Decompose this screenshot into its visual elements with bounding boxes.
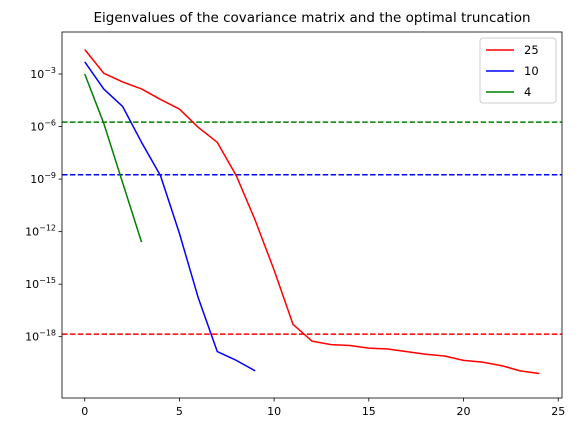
legend: 25 10 4 [479, 37, 557, 104]
plot-frame [61, 31, 563, 399]
x-tick-label: 0 [81, 405, 88, 418]
x-tick-label: 5 [176, 405, 183, 418]
y-tick-label: 10−9 [30, 171, 56, 186]
legend-label-25: 25 [524, 43, 539, 57]
x-tick-label: 10 [267, 405, 281, 418]
y-tick-label: 10−18 [25, 329, 56, 344]
plot-area [62, 49, 562, 375]
chart-title: Eigenvalues of the covariance matrix and… [93, 10, 530, 26]
y-tick-label: 10−15 [25, 276, 56, 291]
legend-label-4: 4 [524, 85, 531, 99]
legend-box [479, 37, 557, 104]
y-tick-label: 10−6 [30, 119, 56, 134]
legend-label-10: 10 [524, 64, 539, 78]
series-line-25 [84, 49, 540, 375]
y-tick-label: 10−3 [30, 66, 56, 81]
y-tick-label: 10−12 [25, 224, 56, 239]
x-tick-label: 15 [362, 405, 376, 418]
series-line-4 [84, 73, 143, 243]
x-tick-label: 20 [457, 405, 471, 418]
series-line-10 [84, 61, 256, 372]
x-tick-label: 25 [551, 405, 565, 418]
axes: 0 5 10 15 20 25 10−3 10−6 10−9 10−12 10−15 10−18 [25, 31, 565, 418]
